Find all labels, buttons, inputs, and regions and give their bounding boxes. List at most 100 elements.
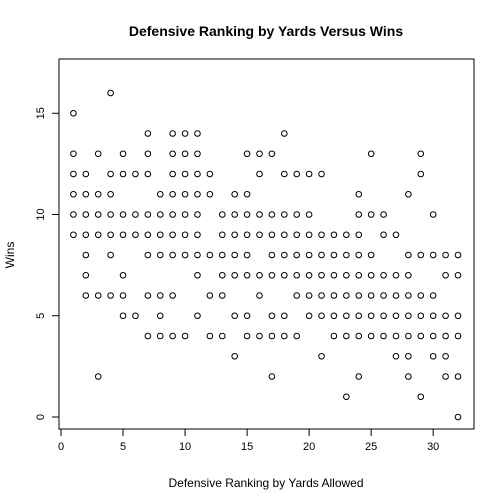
data-point <box>330 292 338 299</box>
data-point <box>206 170 214 178</box>
plot-frame <box>58 58 475 430</box>
data-point <box>429 332 437 340</box>
data-point <box>231 251 238 259</box>
data-point <box>107 251 114 259</box>
data-point <box>94 190 102 198</box>
x-tick-label: 10 <box>179 441 191 453</box>
data-point <box>194 211 201 218</box>
data-point <box>380 231 387 239</box>
data-point <box>144 231 152 239</box>
data-point <box>305 231 313 239</box>
data-point <box>82 292 90 299</box>
data-point <box>119 170 127 178</box>
data-point <box>144 292 152 299</box>
data-point <box>330 251 338 259</box>
data-point <box>268 373 276 380</box>
data-point <box>318 271 325 279</box>
x-tick-label: 25 <box>365 441 377 453</box>
data-point <box>454 251 462 259</box>
data-point <box>231 271 238 279</box>
y-tick-label: 0 <box>35 414 47 420</box>
data-point <box>181 332 189 340</box>
data-point <box>107 170 114 178</box>
data-point <box>318 170 325 178</box>
data-point <box>156 312 164 320</box>
x-tick-label: 15 <box>241 441 253 453</box>
data-point <box>218 211 226 218</box>
data-point <box>429 251 437 259</box>
data-point <box>355 332 363 340</box>
data-point <box>70 150 77 158</box>
y-tick-label: 15 <box>35 107 47 119</box>
data-point <box>144 332 152 340</box>
data-point <box>417 292 425 299</box>
data-point <box>206 332 214 340</box>
data-point <box>132 312 139 320</box>
data-point <box>70 211 77 218</box>
data-point <box>355 190 363 198</box>
data-point <box>256 271 263 279</box>
data-point <box>70 190 77 198</box>
data-point <box>156 332 164 340</box>
data-point <box>82 231 90 239</box>
data-point <box>355 271 363 279</box>
data-point <box>156 231 164 239</box>
data-point <box>417 170 425 178</box>
data-point <box>367 312 375 320</box>
data-point <box>355 312 363 320</box>
x-tick-label: 30 <box>427 441 439 453</box>
data-point <box>243 231 251 239</box>
data-point <box>119 292 127 299</box>
data-point <box>367 271 375 279</box>
data-point <box>169 190 176 198</box>
data-point <box>243 271 251 279</box>
data-point <box>405 352 412 360</box>
data-point <box>318 312 325 320</box>
data-point <box>194 231 201 239</box>
data-point <box>417 393 425 401</box>
data-point <box>281 170 288 178</box>
x-axis: 0 5 10 15 20 25 30 <box>58 428 439 453</box>
data-point <box>330 271 338 279</box>
data-point <box>243 332 251 340</box>
data-point <box>82 190 90 198</box>
y-tick-label: 10 <box>35 208 47 220</box>
data-point <box>380 332 387 340</box>
data-points <box>70 89 462 421</box>
data-point <box>281 332 288 340</box>
data-point <box>454 332 462 340</box>
data-point <box>70 231 77 239</box>
data-point <box>218 251 226 259</box>
data-point <box>256 292 263 299</box>
data-point <box>194 251 201 259</box>
data-point <box>392 271 400 279</box>
data-point <box>343 393 350 401</box>
data-point <box>156 251 164 259</box>
data-point <box>281 271 288 279</box>
data-point <box>305 170 313 178</box>
data-point <box>330 312 338 320</box>
data-point <box>367 251 375 259</box>
data-point <box>144 211 152 218</box>
data-point <box>194 271 201 279</box>
data-point <box>268 332 276 340</box>
data-point <box>454 373 462 380</box>
x-tick-label: 5 <box>120 441 126 453</box>
data-point <box>194 130 201 137</box>
data-point <box>293 211 301 218</box>
data-point <box>181 150 189 158</box>
data-point <box>231 352 238 360</box>
data-point <box>231 231 238 239</box>
data-point <box>343 312 350 320</box>
data-point <box>181 170 189 178</box>
data-point <box>231 190 238 198</box>
data-point <box>417 150 425 158</box>
data-point <box>405 332 412 340</box>
data-point <box>392 231 400 239</box>
data-point <box>429 312 437 320</box>
data-point <box>156 292 164 299</box>
data-point <box>268 251 276 259</box>
data-point <box>442 271 449 279</box>
data-point <box>218 332 226 340</box>
